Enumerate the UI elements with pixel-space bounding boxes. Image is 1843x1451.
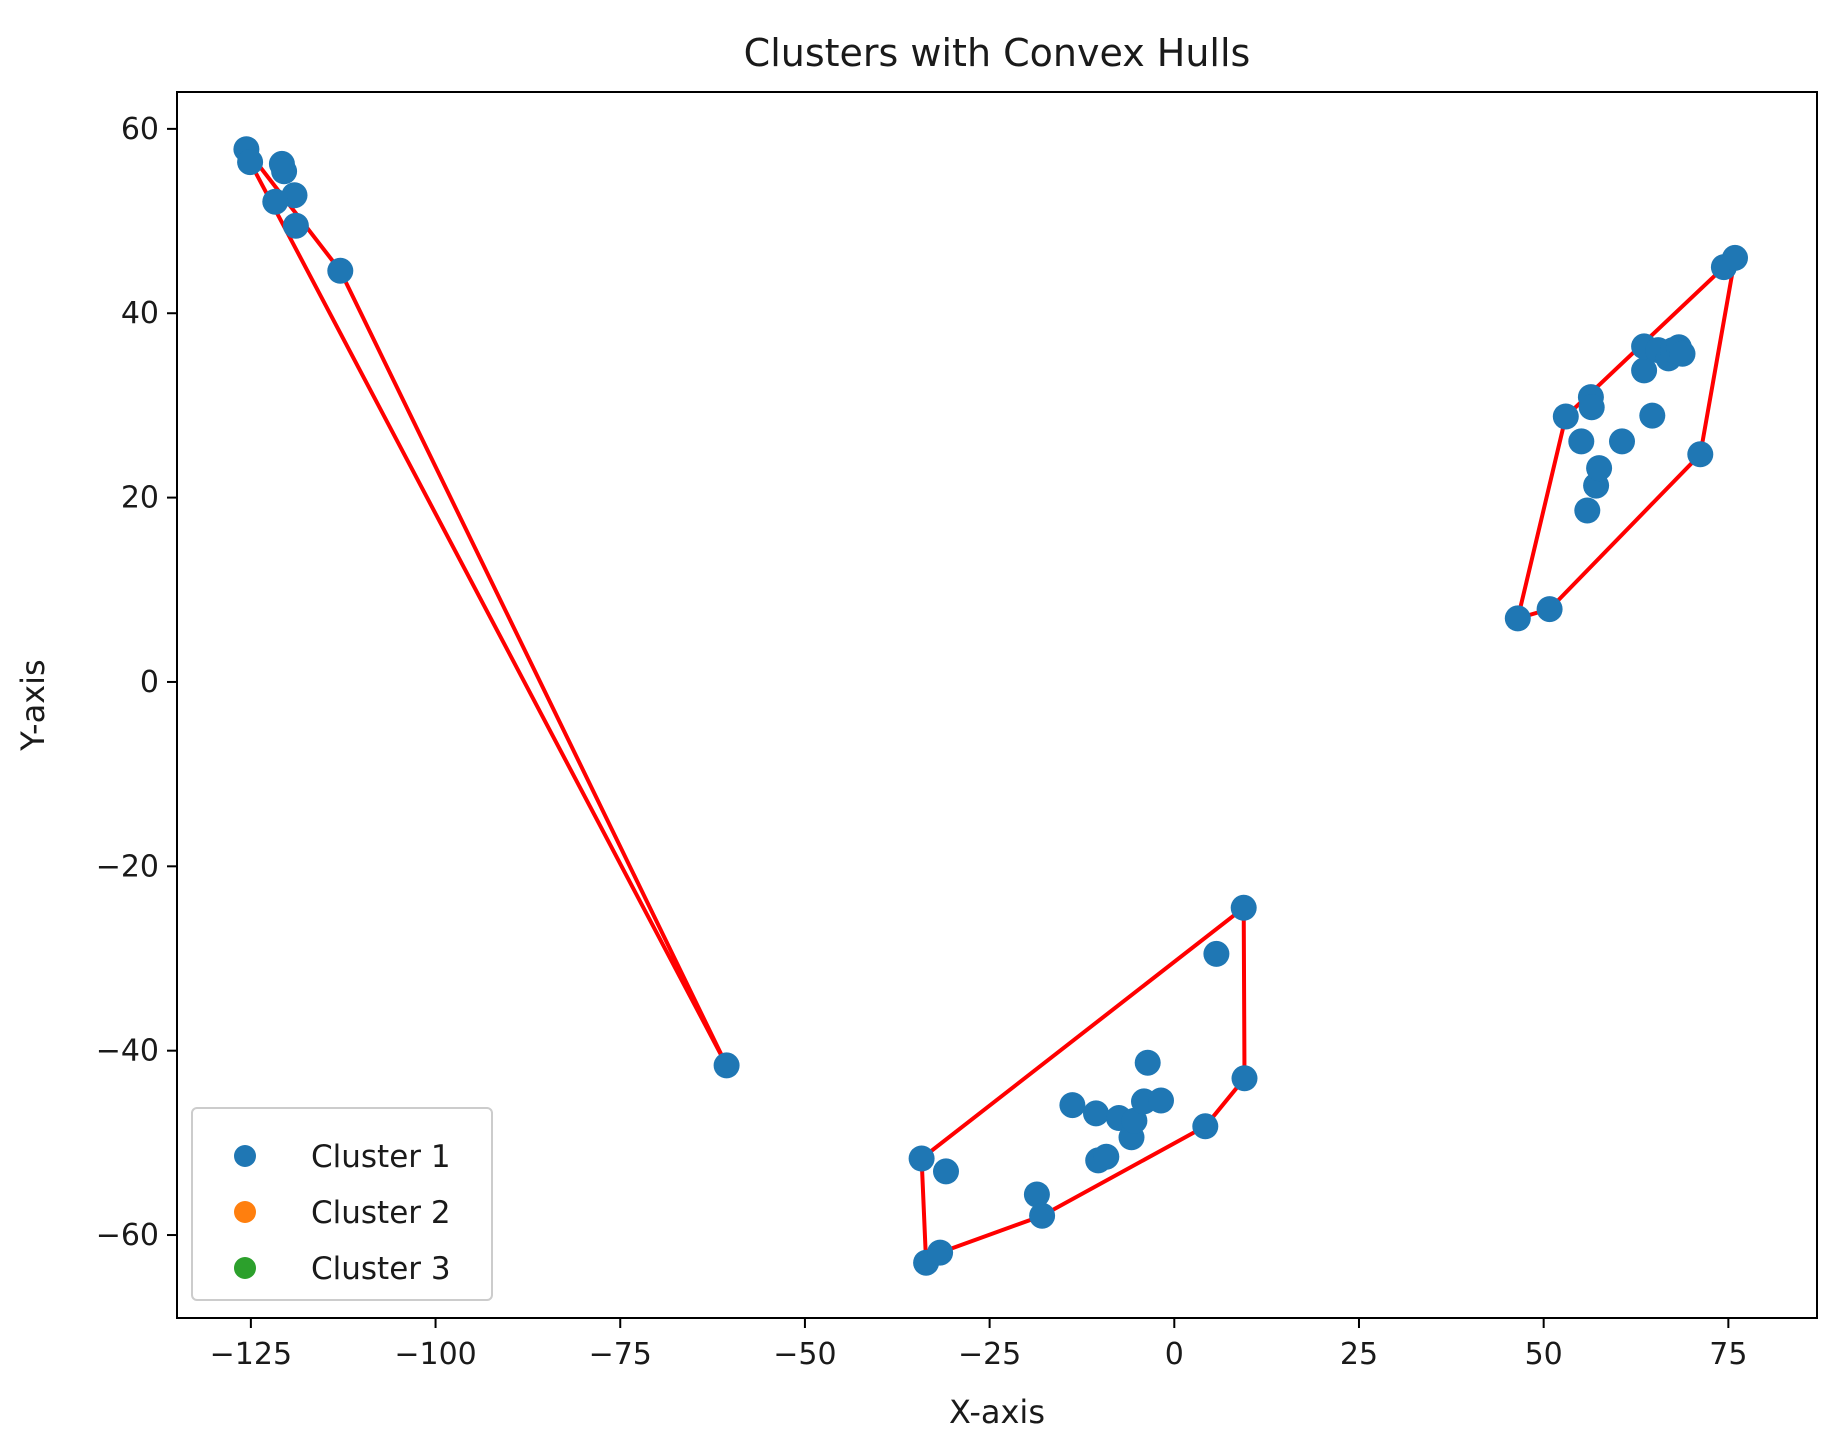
legend-label-cluster-3: Cluster 3 xyxy=(311,1251,451,1287)
chart-title: Clusters with Convex Hulls xyxy=(744,31,1251,75)
legend-entry-cluster-2: Cluster 2 xyxy=(234,1195,451,1231)
y-tick-label: 20 xyxy=(121,481,159,516)
cluster-1-point xyxy=(1669,340,1696,367)
x-tick-label: −75 xyxy=(589,1337,652,1372)
legend-label-cluster-2: Cluster 2 xyxy=(311,1195,451,1231)
legend-marker-cluster-1 xyxy=(234,1145,256,1167)
cluster-1-point xyxy=(927,1239,954,1266)
x-tick-label: −125 xyxy=(210,1337,292,1372)
plot-area-frame xyxy=(176,91,1818,1319)
x-tick-label: −25 xyxy=(958,1337,1021,1372)
cluster-1-point xyxy=(1574,497,1601,524)
cluster-1-point xyxy=(1639,402,1666,429)
cluster-1-point xyxy=(1722,244,1748,271)
cluster-1-point xyxy=(1023,1181,1050,1208)
cluster-1-point xyxy=(1687,441,1714,468)
legend-entry-cluster-1: Cluster 1 xyxy=(234,1139,451,1175)
x-tick-label: −50 xyxy=(773,1337,836,1372)
cluster-1-point xyxy=(327,257,354,284)
x-tick-label: 50 xyxy=(1525,1337,1563,1372)
cluster-1-point xyxy=(1029,1202,1056,1229)
cluster-1-point xyxy=(1093,1143,1120,1170)
cluster-1-point xyxy=(1059,1092,1086,1119)
cluster-1-point xyxy=(1203,940,1230,967)
cluster-1-point xyxy=(713,1052,740,1079)
x-tick-label: 25 xyxy=(1340,1337,1378,1372)
cluster-1-point xyxy=(1609,428,1635,455)
legend-marker-cluster-2 xyxy=(234,1201,256,1223)
legend: Cluster 1 Cluster 2 Cluster 3 xyxy=(191,1107,493,1301)
cluster-1-point xyxy=(237,149,264,176)
cluster-1-point xyxy=(282,212,309,239)
legend-entry-cluster-3: Cluster 3 xyxy=(234,1251,451,1287)
cluster-1-point xyxy=(1586,455,1613,482)
x-tick-label: 0 xyxy=(1165,1337,1184,1372)
y-axis-ticks: −60 −40 −20 0 20 40 60 xyxy=(96,112,177,1253)
x-axis-ticks: −125 −100 −75 −50 −25 0 25 50 75 xyxy=(210,1318,1747,1372)
y-tick-label: 60 xyxy=(121,112,159,147)
y-tick-label: −60 xyxy=(96,1218,159,1253)
y-tick-label: −40 xyxy=(96,1034,159,1069)
cluster-1-point xyxy=(1121,1107,1148,1134)
cluster-1-point xyxy=(1134,1049,1161,1076)
cluster-1-point xyxy=(1192,1113,1219,1140)
x-axis-label: X-axis xyxy=(949,1393,1045,1431)
x-tick-label: 75 xyxy=(1709,1337,1747,1372)
cluster-1-point xyxy=(1552,403,1579,430)
y-tick-label: 40 xyxy=(121,296,159,331)
scatter-point-layer xyxy=(233,136,1748,1276)
legend-marker-cluster-3 xyxy=(234,1257,256,1279)
cluster-1-point xyxy=(1631,357,1658,384)
cluster-1-point xyxy=(908,1145,935,1172)
cluster-1-point xyxy=(1536,596,1563,623)
cluster-1-point xyxy=(262,188,289,215)
cluster-1-point xyxy=(1504,605,1531,632)
cluster-1-point xyxy=(1568,428,1595,455)
cluster-1-point xyxy=(1148,1087,1174,1114)
cluster-1-point xyxy=(1230,894,1257,921)
y-tick-label: 0 xyxy=(140,665,159,700)
x-tick-label: −100 xyxy=(394,1337,476,1372)
cluster-1-point xyxy=(933,1158,959,1185)
cluster-1-point xyxy=(271,158,298,185)
cluster-1-point xyxy=(1231,1065,1258,1092)
y-tick-label: −20 xyxy=(96,849,159,884)
cluster-1-point xyxy=(1083,1100,1109,1127)
legend-label-cluster-1: Cluster 1 xyxy=(311,1139,451,1175)
cluster-1-point xyxy=(1578,394,1605,421)
legend-box xyxy=(191,1107,493,1301)
y-axis-label: Y-axis xyxy=(14,659,52,751)
